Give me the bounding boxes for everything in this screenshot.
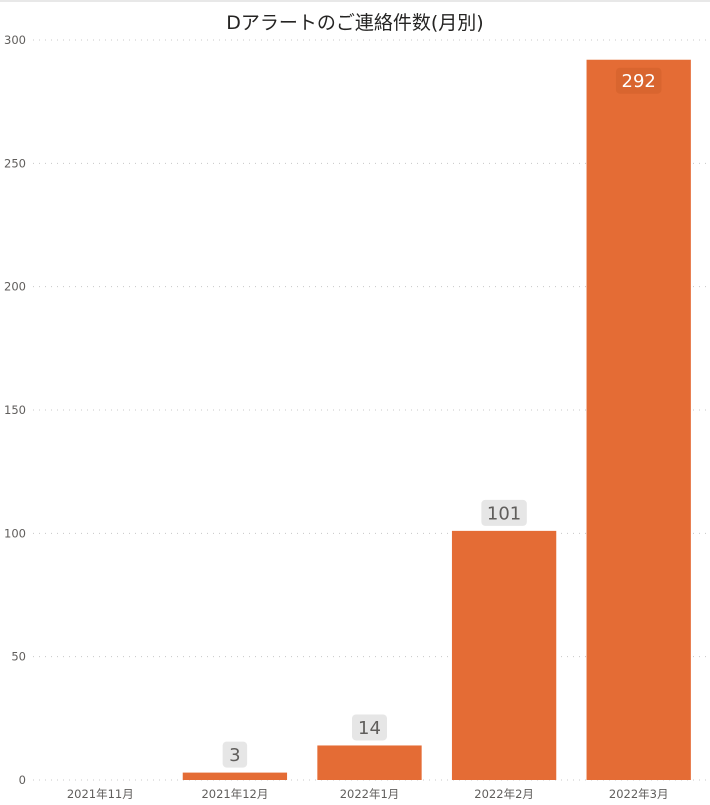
y-tick-label: 0 xyxy=(19,773,26,787)
y-tick-label: 100 xyxy=(4,526,26,540)
data-label-background xyxy=(615,67,662,94)
data-label: 292 xyxy=(622,71,656,92)
y-axis: 0 50 100 150 200 250 300 xyxy=(4,33,26,787)
data-label-background xyxy=(222,741,248,768)
bar xyxy=(451,530,557,780)
data-label: 101 xyxy=(487,503,521,524)
y-tick-label: 150 xyxy=(4,403,26,417)
data-label-background xyxy=(481,499,527,526)
chart-title: Dアラートのご連絡件数(月別) xyxy=(226,12,484,34)
y-tick-label: 200 xyxy=(4,280,26,294)
data-label: 14 xyxy=(358,718,381,739)
x-tick-label: 2022年1月 xyxy=(340,787,400,801)
y-tick-label: 250 xyxy=(4,156,26,170)
bar xyxy=(317,745,422,780)
x-tick-label: 2022年3月 xyxy=(609,787,669,801)
y-tick-label: 50 xyxy=(11,650,26,664)
x-tick-label: 2021年11月 xyxy=(67,787,134,801)
bar xyxy=(586,59,691,780)
data-labels: 3 14 101 292 xyxy=(222,67,662,768)
data-label: 3 xyxy=(229,745,240,766)
bars xyxy=(182,59,691,780)
x-tick-label: 2022年2月 xyxy=(474,787,534,801)
x-tick-label: 2021年12月 xyxy=(201,787,268,801)
data-label-background xyxy=(352,714,387,741)
bar xyxy=(182,772,288,780)
x-axis: 2021年11月 2021年12月 2022年1月 2022年2月 2022年3月 xyxy=(67,787,669,801)
y-tick-label: 300 xyxy=(4,33,26,47)
